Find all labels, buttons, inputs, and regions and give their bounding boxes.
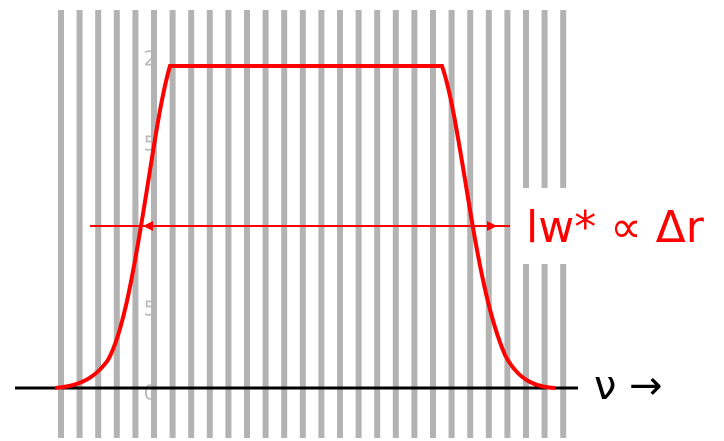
stripe xyxy=(113,10,120,438)
stripe xyxy=(504,10,511,438)
stripe xyxy=(430,10,436,438)
stripe xyxy=(281,10,288,438)
stripe xyxy=(467,10,474,438)
stripes xyxy=(58,10,567,438)
axis-label: ν → xyxy=(594,363,663,409)
stripe xyxy=(58,10,64,438)
stripe xyxy=(392,10,399,438)
stripe xyxy=(262,10,269,438)
stripe xyxy=(76,10,83,438)
stripe xyxy=(132,10,139,438)
stripe xyxy=(355,10,362,438)
stripe xyxy=(299,10,306,438)
stripe xyxy=(337,10,343,438)
label-backdrop xyxy=(512,188,724,264)
label-backdrop xyxy=(580,360,724,420)
stripe xyxy=(95,10,102,438)
stripe xyxy=(485,10,492,438)
stripe xyxy=(169,10,176,438)
annotation: lw* ∝ Δr xyxy=(526,202,705,253)
stripe xyxy=(151,10,157,438)
stripe xyxy=(448,10,455,438)
stripe xyxy=(374,10,381,438)
stripe xyxy=(206,10,213,438)
profile-curve xyxy=(54,64,556,390)
stripe xyxy=(225,10,232,438)
stripe xyxy=(188,10,195,438)
stripe xyxy=(411,10,418,438)
stripe xyxy=(244,10,250,438)
stripe xyxy=(318,10,325,438)
